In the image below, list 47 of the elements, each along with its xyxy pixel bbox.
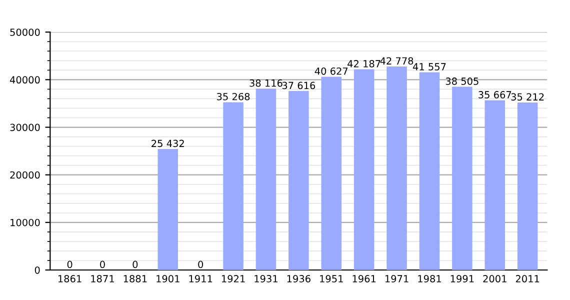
x-tick-label: 1921: [222, 275, 245, 282]
data-label: 41 557: [412, 63, 446, 70]
x-tick-label: 1951: [320, 275, 343, 282]
bar: [158, 148, 178, 270]
data-label: 25 432: [152, 140, 184, 148]
data-label: 42 187: [348, 60, 380, 68]
y-tick-label: 50000: [10, 28, 40, 36]
x-tick-label: 1931: [254, 275, 278, 282]
x-tick-label: 1936: [287, 275, 310, 282]
data-label: 0: [198, 260, 204, 268]
data-label: 37 616: [282, 82, 316, 90]
y-tick-label: 0: [34, 266, 40, 274]
x-tick-label: 1991: [450, 275, 474, 282]
data-label: 0: [100, 260, 105, 268]
bar: [517, 102, 538, 270]
data-label: 38 116: [250, 79, 282, 87]
data-label: 40 627: [314, 67, 348, 75]
bar: [484, 100, 506, 270]
x-tick-label: 1971: [385, 275, 408, 282]
bar: [223, 102, 244, 270]
data-label: 35 667: [478, 91, 512, 98]
bar: [256, 88, 276, 270]
data-label: 35 212: [511, 93, 544, 101]
data-label: 0: [67, 260, 72, 268]
data-label: 35 268: [217, 92, 250, 100]
x-tick-label: 2001: [483, 275, 506, 282]
y-tick-label: 10000: [10, 218, 40, 226]
data-label: 0: [132, 260, 138, 268]
x-tick-label: 1981: [418, 275, 441, 282]
x-tick-label: 2011: [516, 275, 540, 282]
data-label: 42 778: [380, 57, 414, 65]
x-tick-label: 1861: [58, 275, 82, 282]
bar: [321, 76, 342, 270]
bar: [452, 86, 472, 270]
y-tick-label: 30000: [10, 124, 40, 132]
y-tick-label: 20000: [10, 171, 40, 179]
y-tick-label: 40000: [10, 76, 40, 84]
x-tick-label: 1911: [189, 275, 212, 282]
x-tick-label: 1871: [91, 275, 114, 282]
x-tick-label: 1901: [156, 275, 180, 282]
bar: [386, 66, 407, 270]
bar: [354, 69, 374, 270]
x-tick-label: 1881: [124, 275, 147, 282]
x-tick-label: 1961: [352, 275, 376, 282]
data-label: 38 505: [446, 78, 478, 85]
bar: [288, 91, 309, 270]
bar: [419, 72, 440, 270]
